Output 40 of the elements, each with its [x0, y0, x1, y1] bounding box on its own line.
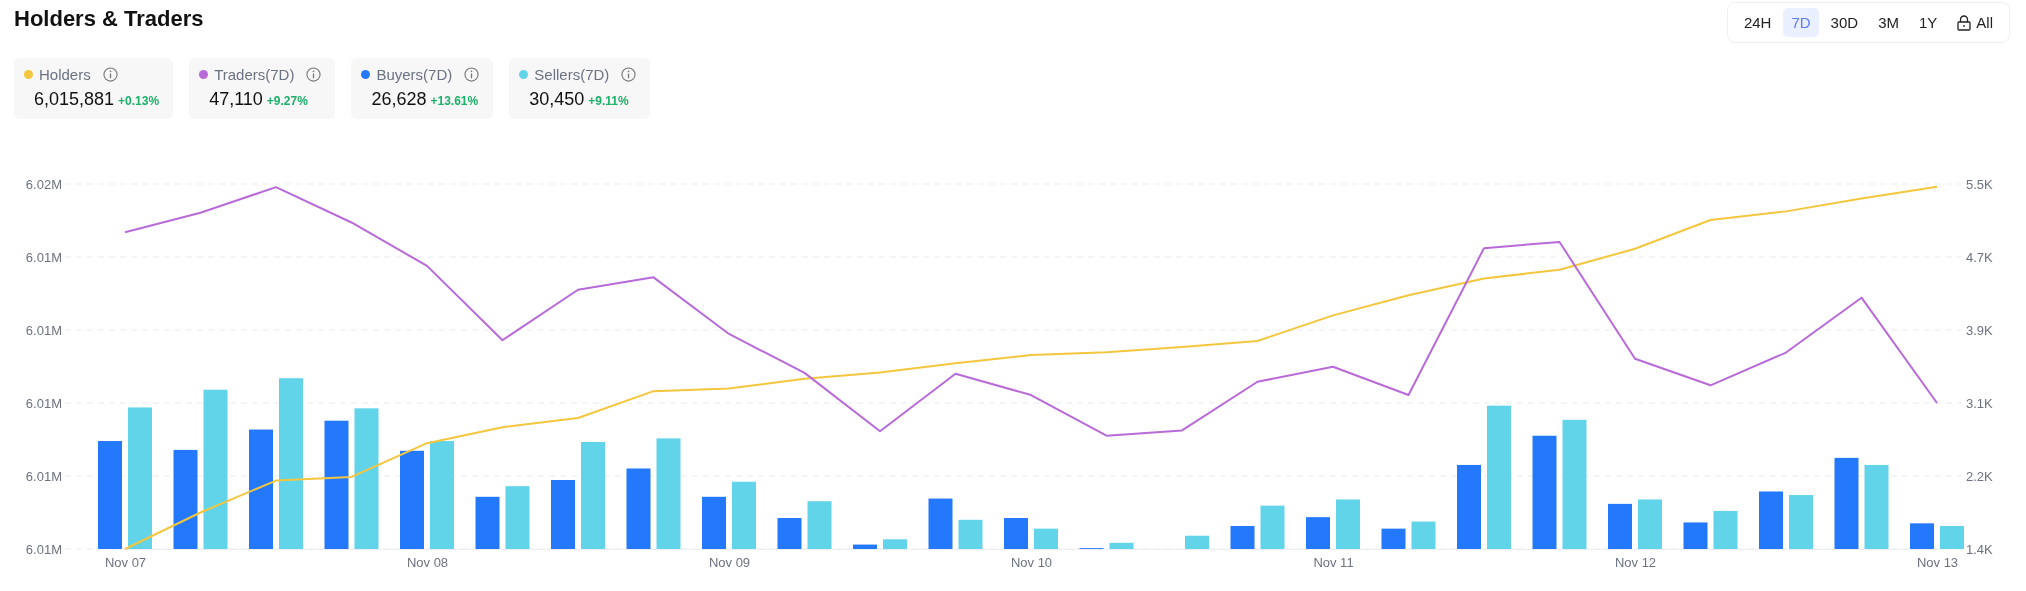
text: All — [1976, 14, 1993, 31]
line-series — [124, 186, 1938, 437]
x-tick-label: Nov 10 — [1010, 555, 1053, 571]
y2-tick-label: 3.9K — [1966, 322, 1994, 338]
x-tick-label: Nov 08 — [406, 555, 449, 571]
line-series — [124, 185, 1938, 550]
y-tick-label: 6.02M — [25, 176, 62, 192]
x-tick-label: Nov 07 — [104, 555, 147, 571]
y-tick-label: 6.01M — [25, 322, 62, 338]
text: 30,450 — [529, 89, 585, 109]
text: 26,628 — [371, 89, 427, 109]
text: 24H — [1743, 14, 1772, 31]
text: 7D — [1791, 14, 1811, 31]
text: 3M — [1878, 14, 1899, 31]
text: +9.11% — [588, 94, 629, 108]
legend-label: Sellers(7D) — [534, 66, 610, 83]
text: 30D — [1830, 14, 1859, 31]
legend-label: Traders(7D) — [214, 66, 295, 83]
y2-tick-label: 1.4K — [1966, 541, 1994, 557]
y-tick-label: 6.01M — [25, 468, 62, 484]
y-tick-label: 6.01M — [25, 249, 62, 265]
x-tick-label: Nov 13 — [1916, 555, 1959, 571]
text: +9.27% — [266, 94, 308, 108]
text: 1Y — [1918, 14, 1938, 31]
text: +0.13% — [118, 94, 160, 108]
y2-tick-label: 3.1K — [1966, 395, 1994, 411]
y-tick-label: 6.01M — [25, 395, 62, 411]
chart-title: Holders & Traders — [14, 6, 204, 32]
x-tick-label: Nov 12 — [1614, 555, 1657, 571]
x-tick-label: Nov 09 — [708, 555, 751, 571]
text: 6,015,881 — [34, 89, 115, 109]
text: 47,110 — [209, 89, 263, 109]
y-tick-label: 6.01M — [25, 541, 62, 557]
legend-label: Holders — [39, 66, 91, 83]
legend-label: Buyers(7D) — [376, 66, 453, 83]
y2-tick-label: 4.7K — [1966, 249, 1994, 265]
text: +13.61% — [430, 94, 479, 108]
y2-tick-label: 2.2K — [1966, 468, 1994, 484]
y2-tick-label: 5.5K — [1966, 176, 1994, 192]
x-tick-label: Nov 11 — [1313, 555, 1354, 571]
